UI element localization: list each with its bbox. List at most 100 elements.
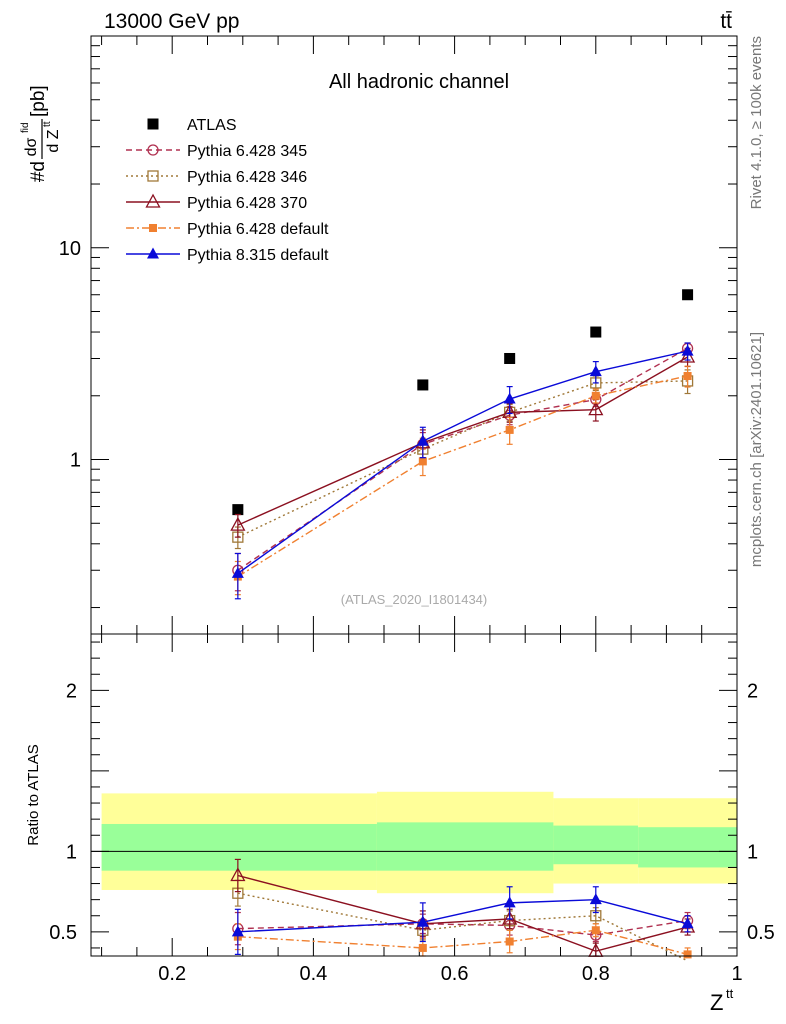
xtick-label: 1 [731, 963, 742, 985]
x-axis-label: Z tt [710, 986, 734, 1015]
ratio-band-inner [376, 822, 554, 871]
series-pythia-6-428-345 [232, 342, 694, 592]
data-point [681, 344, 694, 356]
data-point [231, 925, 244, 937]
main-ytick-label: 1 [70, 450, 81, 472]
data-point [416, 434, 429, 446]
main-ytick-label: 10 [59, 238, 81, 260]
data-point [230, 516, 246, 531]
data-point [230, 867, 246, 882]
mcplots-label: mcplots.cern.ch [arXiv:2401.10621] [748, 332, 765, 567]
legend-marker [147, 247, 159, 259]
data-point [505, 937, 514, 946]
series-pythia-6-428-default [233, 365, 692, 596]
data-point [503, 896, 516, 908]
ratio-ytick-label-left: 1 [66, 841, 77, 863]
ratio-ytick-label-left: 2 [66, 680, 77, 702]
legend-entry-pythia-6-428-346: Pythia 6.428 346 [126, 169, 307, 186]
series-line [237, 892, 688, 962]
data-point [681, 917, 694, 929]
legend-label: Pythia 6.428 370 [187, 195, 307, 212]
legend-label: Pythia 6.428 346 [187, 169, 307, 186]
ylabel-den-sup: tt [42, 121, 53, 127]
data-point [591, 926, 600, 935]
ratio-ylabel: Ratio to ATLAS [25, 744, 42, 845]
ratio-axes: 0.5 0.51 12 20.2 0.4 0.6 0.8 1 [49, 634, 775, 985]
data-point [231, 566, 244, 578]
legend-entry-pythia-6-428-370: Pythia 6.428 370 [126, 193, 307, 212]
main-title: All hadronic channel [329, 71, 509, 93]
data-point [418, 457, 427, 466]
data-point [589, 365, 602, 377]
ratio-ytick-label-right: 2 [747, 680, 758, 702]
data-point [679, 348, 696, 363]
series-pythia-8-315-default [231, 886, 694, 955]
main-panel: 1 10 All hadronic channel (ATLAS_2020_I18… [59, 35, 738, 635]
legend-label: Pythia 6.428 345 [187, 143, 307, 160]
xlabel-sup: tt [726, 986, 734, 1001]
legend-entry-pythia-6-428-345: Pythia 6.428 345 [126, 143, 307, 160]
data-point [589, 893, 602, 905]
ratio-ytick-label-right: 1 [747, 841, 758, 863]
data-point [502, 910, 518, 925]
series-line [237, 380, 688, 538]
legend-label: Pythia 8.315 default [187, 247, 329, 264]
rivet-label: Rivet 4.1.0, ≥ 100k events [748, 36, 765, 209]
data-point [418, 943, 427, 952]
xtick-label: 0.8 [582, 963, 610, 985]
series-pythia-8-315-default [231, 342, 694, 600]
xtick-label: 0.2 [158, 963, 186, 985]
series-atlas [232, 289, 694, 516]
analysis-label: (ATLAS_2020_I1801434) [341, 592, 487, 607]
series-line [237, 347, 688, 571]
main-series-layer [230, 289, 696, 600]
data-point [682, 289, 694, 301]
legend-entry-pythia-8-315-default: Pythia 8.315 default [126, 247, 329, 264]
legend-marker [147, 118, 159, 130]
legend-label: Pythia 6.428 default [187, 221, 329, 238]
ratio-panel: 0.5 0.51 12 20.2 0.4 0.6 0.8 1 [49, 633, 775, 985]
ratio-ytick-label-left: 0.5 [49, 922, 77, 944]
main-axes: 1 10 [59, 35, 738, 634]
series-line [237, 898, 688, 933]
data-point [591, 391, 600, 400]
data-point [417, 379, 429, 391]
data-point [588, 401, 604, 416]
legend-label: ATLAS [187, 117, 237, 134]
legend-marker [149, 224, 157, 232]
ylabel-prefix: #d [28, 161, 49, 182]
ratio-series-layer [230, 858, 696, 962]
series-line [237, 356, 688, 526]
xtick-label: 0.6 [441, 963, 469, 985]
data-point [505, 425, 514, 434]
legend-marker [147, 144, 159, 156]
legend: ATLAS Pythia 6.428 345 Pythia 6.428 346 Pyt… [126, 117, 329, 264]
series-pythia-6-428-346 [232, 369, 694, 550]
ratio-band-inner [553, 825, 639, 865]
ratio-frame [90, 633, 738, 957]
ratio-bands [101, 791, 737, 894]
legend-entry-pythia-6-428-default: Pythia 6.428 default [126, 221, 329, 238]
main-ylabel: #d dσ fid d Z tt [pb] [20, 85, 62, 182]
legend-marker [147, 170, 159, 182]
energy-label: 13000 GeV pp [104, 10, 239, 33]
series-pythia-6-428-370 [230, 347, 696, 538]
data-point [683, 950, 692, 959]
ylabel-numerator: dσ [23, 137, 40, 156]
data-point [416, 915, 429, 927]
legend-entry-atlas: ATLAS [147, 117, 237, 134]
ratio-band-inner [638, 827, 737, 868]
data-point [590, 326, 602, 338]
ylabel-denominator: d Z [45, 129, 62, 152]
legend-marker [145, 193, 161, 208]
series-line [237, 929, 688, 956]
process-label: tt̄ [720, 10, 732, 33]
data-point [503, 392, 516, 404]
ratio-ytick-label-right: 0.5 [747, 922, 775, 944]
xlabel-base: Z [710, 990, 723, 1015]
ylabel-num-sup: fid [20, 122, 31, 133]
series-line [237, 375, 688, 578]
ylabel-unit: [pb] [28, 85, 49, 117]
data-point [504, 352, 516, 364]
